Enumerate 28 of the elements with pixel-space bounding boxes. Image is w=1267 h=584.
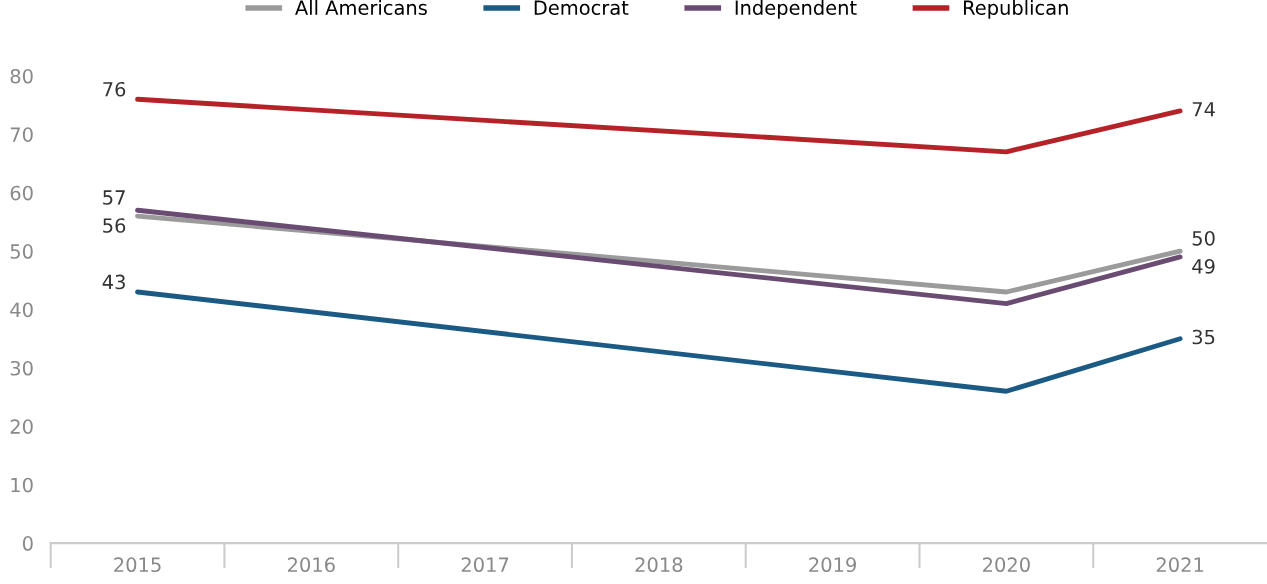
x-tick-label: 2016 <box>288 557 335 573</box>
legend-label: All Americans <box>295 0 427 16</box>
x-tick-label: 2017 <box>461 557 509 573</box>
data-label: 50 <box>1192 230 1215 246</box>
y-tick-label: 70 <box>10 127 33 142</box>
y-tick-label: 20 <box>10 419 33 434</box>
data-label: 49 <box>1192 259 1215 274</box>
legend-label: Republican <box>964 0 1068 19</box>
data-label: 57 <box>103 190 125 205</box>
data-label: 76 <box>103 81 126 97</box>
y-tick-label: 30 <box>10 360 33 376</box>
x-tick-label: 2015 <box>114 557 161 573</box>
y-tick-label: 10 <box>11 477 33 493</box>
y-tick-label: 0 <box>22 536 33 551</box>
x-tick-label: 2018 <box>635 557 683 573</box>
data-label: 35 <box>1192 329 1215 345</box>
x-tick-label: 2020 <box>983 557 1030 573</box>
data-label: 56 <box>103 218 126 233</box>
data-label: 74 <box>1192 102 1215 117</box>
y-tick-label: 60 <box>10 185 33 201</box>
y-tick-label: 80 <box>10 68 33 84</box>
data-label: 43 <box>102 274 125 290</box>
y-tick-label: 40 <box>10 302 33 318</box>
x-tick-label: 2019 <box>809 557 856 573</box>
legend-label: Democrat <box>534 0 629 16</box>
legend-label: Independent <box>735 0 857 19</box>
x-tick-label: 2021 <box>1156 557 1204 573</box>
y-tick-label: 50 <box>10 244 33 259</box>
